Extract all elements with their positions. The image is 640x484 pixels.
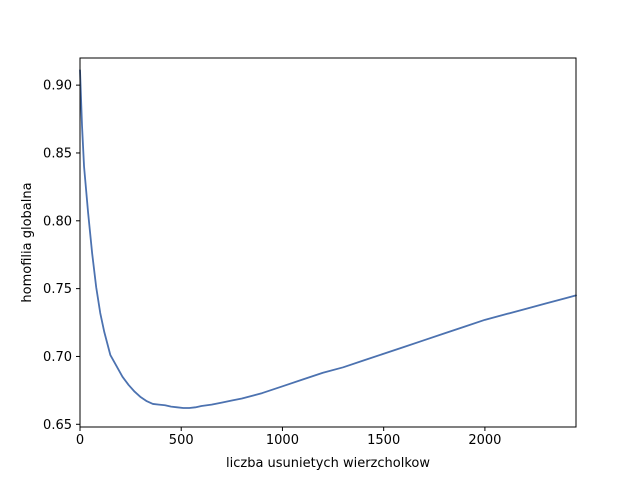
plot-frame	[79, 57, 577, 428]
y-tick-label: 0.65	[43, 418, 72, 433]
y-tick-label: 0.85	[43, 146, 72, 161]
ticks-layer: 0 500 1000 1500 2000 0.65 0.70 0.75 0.80 0.85 0.90	[43, 79, 501, 448]
x-tick-label: 1000	[266, 433, 299, 448]
x-tick-label: 2000	[468, 433, 501, 448]
x-tick-label: 1500	[367, 433, 400, 448]
x-tick-label: 0	[76, 433, 84, 448]
y-tick-label: 0.75	[43, 282, 72, 297]
x-tick-label: 500	[169, 433, 194, 448]
y-axis-label: homofilia globalna	[20, 182, 35, 302]
series-line-0	[79, 69, 577, 409]
y-tick-label: 0.70	[43, 350, 72, 365]
y-tick-label: 0.80	[43, 214, 72, 229]
y-tick-label: 0.90	[43, 79, 72, 94]
series-layer	[79, 69, 577, 409]
x-axis-label: liczba usunietych wierzcholkow	[226, 456, 430, 471]
